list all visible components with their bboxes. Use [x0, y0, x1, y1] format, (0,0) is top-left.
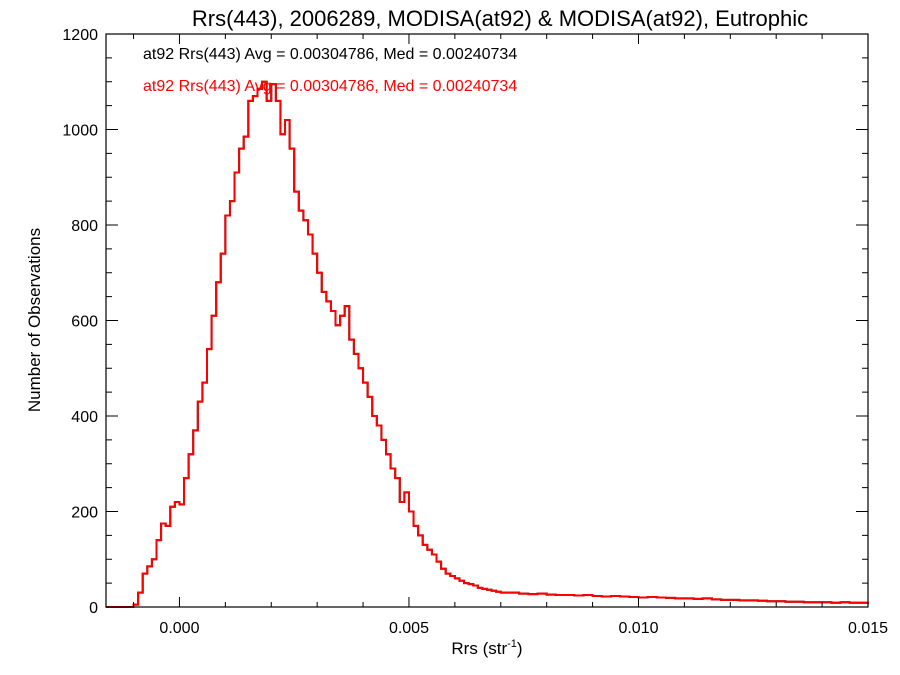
y-tick-label: 400	[71, 409, 98, 426]
histogram-series-2	[106, 80, 869, 608]
annotation-black: at92 Rrs(443) Avg = 0.00304786, Med = 0.…	[143, 46, 517, 63]
y-axis-label: Number of Observations	[25, 228, 44, 412]
x-axis-label-superscript: -1	[507, 638, 517, 650]
annotation-red: at92 Rrs(443) Avg = 0.00304786, Med = 0.…	[143, 78, 517, 95]
y-tick-label: 1200	[62, 27, 98, 44]
y-tick-label: 200	[71, 505, 98, 522]
ticks-layer: 0.000 0.005 0.010 0.015 0 200 400 600 800 1000 120…	[62, 27, 888, 637]
x-tick-label: 0.005	[389, 620, 429, 637]
chart-title: Rrs(443), 2006289, MODISA(at92) & MODISA…	[192, 6, 808, 31]
x-tick-label: 0.000	[159, 620, 199, 637]
y-tick-label: 1000	[62, 123, 98, 140]
y-tick-label: 0	[89, 600, 98, 617]
y-tick-label: 800	[71, 218, 98, 235]
x-axis-label-main: Rrs (str	[451, 639, 507, 658]
x-tick-label: 0.015	[848, 620, 888, 637]
x-axis-label-close: )	[517, 639, 523, 658]
y-tick-label: 600	[71, 314, 98, 331]
series-layer	[106, 80, 869, 608]
x-tick-label: 0.010	[618, 620, 658, 637]
x-axis-label: Rrs (str-1)	[451, 638, 522, 658]
